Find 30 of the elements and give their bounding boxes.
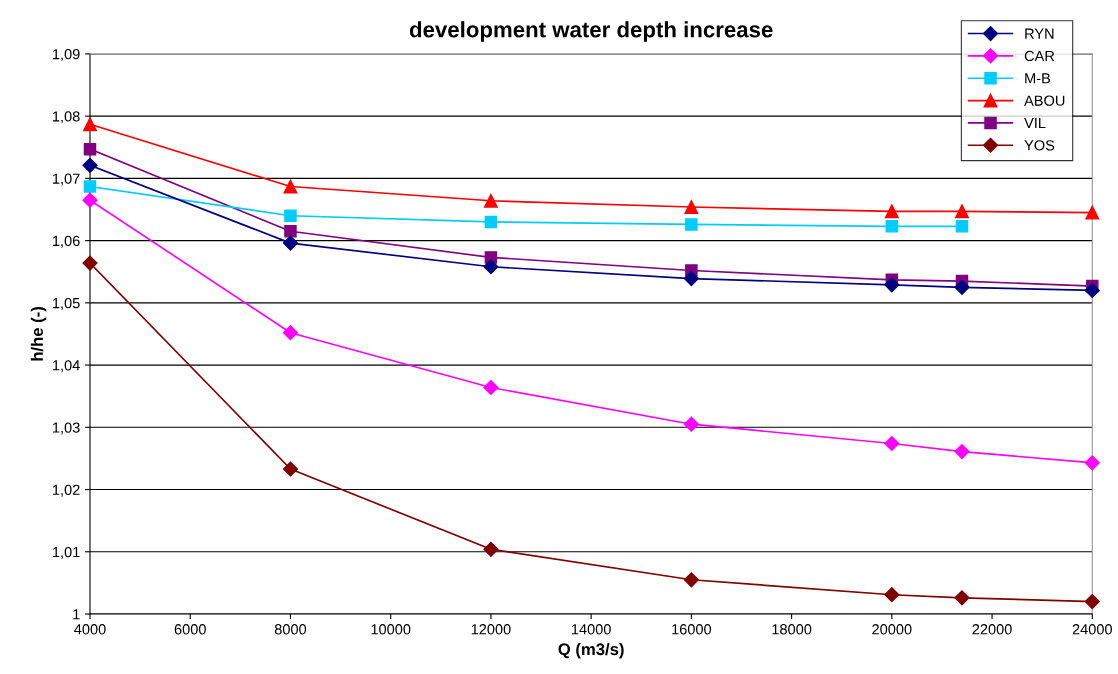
x-tick-label: 22000 [972, 624, 1012, 635]
x-tick-label: 20000 [872, 624, 912, 635]
y-tick-label: 1,04 [53, 360, 80, 373]
x-tick-label: 24000 [1072, 624, 1112, 635]
y-tick-label: 1,05 [53, 297, 80, 310]
legend-label: VIL [1024, 117, 1046, 129]
y-axis-title: h/he (-) [30, 307, 47, 361]
x-tick-label: 6000 [174, 624, 206, 635]
y-tick-label: 1,03 [53, 422, 80, 435]
x-tick-label: 4000 [74, 624, 106, 635]
x-tick-label: 8000 [274, 624, 307, 635]
x-tick-label: 16000 [672, 624, 712, 635]
x-tick-label: 10000 [371, 624, 411, 635]
y-tick-label: 1,08 [53, 111, 80, 124]
x-tick-label: 14000 [571, 624, 611, 635]
y-tick-label: 1 [73, 609, 80, 620]
y-tick-label: 1,01 [53, 546, 80, 559]
x-tick-label: 18000 [772, 624, 812, 635]
legend-label: RYN [1025, 28, 1054, 39]
legend-label: CAR [1024, 50, 1055, 62]
y-tick-label: 1,07 [53, 173, 80, 186]
y-tick-label: 1,06 [53, 235, 80, 248]
legend-label: ABOU [1024, 95, 1065, 106]
x-tick-label: 12000 [471, 624, 511, 635]
y-tick-label: 1,02 [53, 484, 80, 497]
legend-label: M-B [1025, 73, 1051, 84]
legend-label: YOS [1024, 140, 1055, 151]
x-axis-title: Q (m3/s) [558, 642, 624, 659]
chart-title: development water depth increase [409, 21, 773, 42]
y-tick-label: 1,09 [53, 49, 80, 62]
